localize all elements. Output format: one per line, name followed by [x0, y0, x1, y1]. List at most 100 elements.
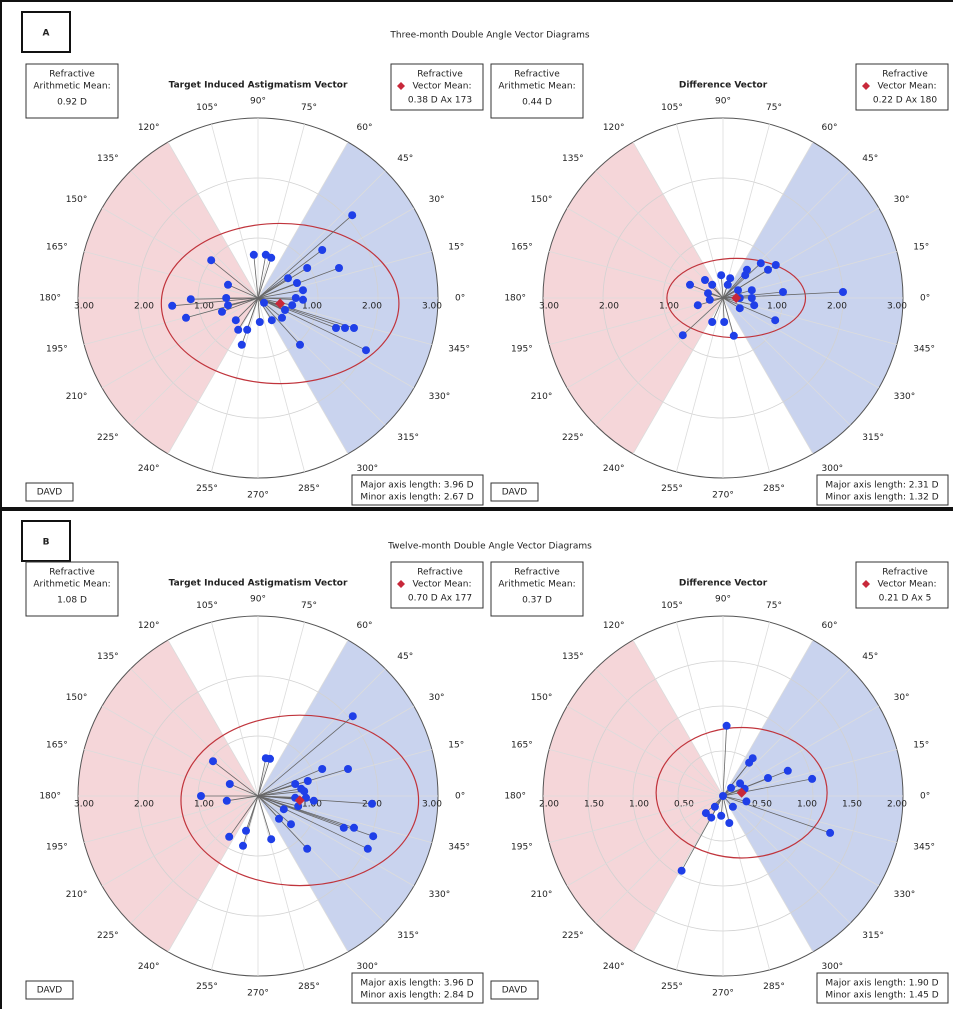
vector-line: [257, 795, 368, 850]
angle-label: 285°: [298, 484, 320, 494]
spoke: [595, 668, 724, 797]
data-point: [293, 279, 301, 287]
spoke: [722, 639, 814, 797]
angle-label: 120°: [603, 621, 625, 631]
data-point: [239, 841, 247, 850]
vector-line: [212, 760, 259, 797]
spoke: [101, 795, 259, 887]
data-point: [224, 280, 232, 289]
badge: DAVD: [502, 986, 528, 996]
vector-line: [257, 249, 323, 299]
spoke: [676, 795, 724, 970]
angle-label: 285°: [298, 982, 320, 992]
axis-box: [816, 972, 949, 1004]
angle-label: 270°: [712, 989, 734, 999]
data-point: [267, 316, 276, 325]
spoke: [130, 170, 259, 299]
vector-box-label: Refractive: [417, 70, 463, 80]
r-tick-label: 1.50: [842, 800, 862, 810]
spoke: [595, 170, 724, 299]
vector-line: [722, 297, 735, 336]
data-point: [168, 301, 177, 310]
mean-box: [490, 561, 584, 617]
data-point: [734, 286, 742, 295]
angle-label: 165°: [511, 243, 533, 253]
spoke: [722, 668, 851, 797]
data-point: [300, 787, 309, 796]
data-point: [341, 324, 349, 332]
data-point: [318, 765, 327, 773]
data-point: [255, 318, 264, 326]
vector-line: [722, 725, 727, 797]
r-tick-label: 2.00: [887, 800, 907, 810]
spoke: [549, 251, 724, 299]
angle-label: 180°: [39, 294, 61, 304]
spoke: [722, 141, 814, 299]
data-point: [260, 298, 268, 307]
r-tick-label: 3.00: [887, 302, 907, 312]
spoke: [722, 795, 880, 887]
chart-title: Difference Vector: [679, 579, 768, 589]
spoke: [167, 639, 259, 797]
axis-box: [351, 474, 484, 506]
spoke: [101, 297, 259, 389]
r-tick-label: 0.50: [674, 800, 694, 810]
major-axis-label: Major axis length: 1.90 D: [825, 979, 938, 989]
axis-box: [816, 474, 949, 506]
spoke: [84, 749, 259, 797]
data-point: [281, 306, 289, 314]
major-axis-label: Major axis length: 3.96 D: [360, 979, 473, 989]
spoke: [566, 705, 724, 797]
spoke: [722, 795, 897, 843]
r-tick-label: 1.00: [302, 302, 322, 312]
spoke: [257, 141, 349, 299]
data-point: [284, 274, 292, 283]
spoke: [632, 297, 724, 455]
spoke: [211, 795, 259, 970]
angle-label: 180°: [39, 792, 61, 802]
angle-label: 105°: [196, 103, 218, 113]
angle-label: 15°: [913, 243, 929, 253]
legend-diamond: [397, 82, 405, 90]
spoke: [676, 297, 724, 472]
r-tick-label: 2.00: [599, 302, 619, 312]
vector-mean-marker: [294, 795, 305, 806]
data-point: [745, 758, 754, 767]
spoke: [566, 207, 724, 299]
angle-label: 15°: [913, 741, 929, 751]
data-point: [779, 288, 787, 296]
angle-label: 135°: [562, 154, 584, 164]
angle-label: 240°: [603, 962, 625, 972]
data-point: [741, 271, 750, 280]
data-point: [720, 318, 729, 326]
vector-line: [682, 297, 724, 336]
spoke: [101, 207, 259, 299]
vector-line: [257, 795, 272, 840]
spoke: [257, 251, 432, 299]
data-point: [222, 796, 231, 805]
r-tick-label: 3.00: [422, 302, 442, 312]
badge: DAVD: [502, 488, 528, 498]
spoke: [257, 795, 305, 970]
angle-label: 345°: [448, 344, 470, 354]
badge-box: [25, 482, 74, 502]
angle-label: 240°: [138, 464, 160, 474]
angle-label: 315°: [397, 433, 419, 443]
arithmetic-mean: 1.08 D: [57, 596, 87, 606]
angle-label: 330°: [894, 392, 916, 402]
data-point: [303, 844, 312, 853]
panel-letter-box: [21, 11, 71, 53]
data-point: [736, 779, 745, 788]
vector-line: [257, 758, 267, 797]
vector-line: [722, 795, 831, 834]
spoke: [566, 795, 724, 887]
angle-label: 165°: [511, 741, 533, 751]
angle-label: 255°: [661, 982, 683, 992]
vector-mean-label: 0.70 D Ax 177: [408, 594, 472, 604]
mean-box: [25, 561, 119, 617]
mean-box-label: Arithmetic Mean:: [498, 580, 575, 590]
spoke: [549, 795, 724, 843]
angle-label: 165°: [46, 741, 68, 751]
data-point: [722, 721, 731, 730]
data-point: [332, 324, 340, 332]
